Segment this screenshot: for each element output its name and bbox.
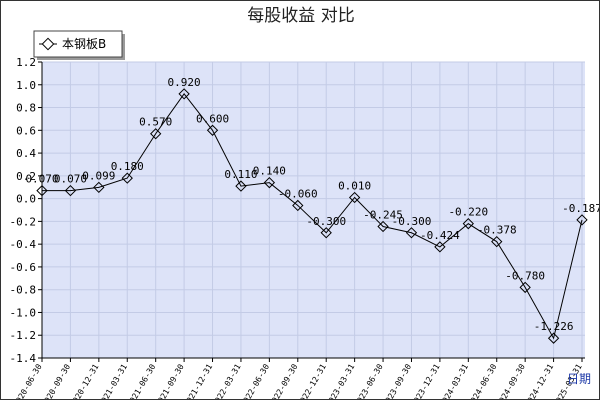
x-tick-label: 2020-09-30 (40, 362, 72, 399)
y-tick-label: -0.8 (10, 284, 37, 297)
x-tick-label: 2023-12-31 (410, 362, 442, 399)
series-line (42, 93, 583, 340)
y-tick-labels: 1.2 1.0 0.8 0.6 0.4 0.2 0.0 -0.2 -0.4 -0.6 -0.8 -1.… (10, 56, 42, 365)
y-tick-label: 0.0 (16, 193, 36, 206)
x-tick-label: 2022-09-30 (268, 362, 300, 399)
y-tick-label: -1.0 (10, 306, 37, 319)
data-label: 0.110 (224, 168, 257, 181)
data-point-marker (178, 88, 190, 100)
data-point-marker (93, 181, 105, 194)
x-axis-title: 日期 (567, 372, 591, 386)
data-label: -0.424 (420, 229, 460, 242)
y-tick-label: 1.0 (16, 79, 36, 92)
data-labels: 0.0700.0700.0990.1800.5700.9200.6000.110… (25, 76, 599, 333)
legend-series-label: 本钢板B (62, 37, 106, 51)
y-tick-label: -0.4 (10, 238, 37, 251)
data-point-marker (405, 227, 418, 239)
data-point-marker (235, 180, 247, 192)
y-tick-label: 0.2 (16, 170, 36, 183)
y-tick-label: -0.2 (10, 215, 37, 228)
x-tick-label: 2022-06-30 (239, 362, 271, 399)
data-point-marker (292, 199, 304, 212)
y-tick-label: 0.8 (16, 102, 36, 115)
data-point-marker (547, 332, 560, 344)
data-point-marker (576, 214, 588, 226)
chart-title: 每股收益 对比 (247, 6, 354, 26)
plot-area (42, 62, 585, 358)
data-point-marker (348, 191, 361, 204)
series-layer (36, 88, 588, 344)
data-label: 0.920 (168, 76, 201, 89)
y-tick-label: 1.2 (16, 56, 36, 69)
data-label: -0.780 (505, 269, 545, 282)
data-label: -0.300 (392, 215, 432, 228)
x-tick-label: 2024-06-30 (467, 362, 499, 399)
x-tick-label: 2021-12-31 (182, 362, 214, 399)
data-point-marker (206, 124, 219, 136)
legend-marker-icon (41, 37, 55, 51)
data-point-marker (462, 218, 474, 230)
data-point-marker (519, 281, 531, 294)
x-tick-label: 2024-03-31 (438, 362, 470, 399)
data-label: 0.099 (82, 169, 115, 182)
data-point-marker (36, 184, 48, 197)
data-label: -0.220 (448, 206, 488, 219)
x-tick-label: 2021-06-30 (126, 362, 158, 399)
x-tick-label: 2023-03-31 (324, 362, 356, 399)
data-label: -0.378 (477, 224, 517, 237)
data-point-marker (377, 220, 389, 233)
data-label: 0.570 (139, 116, 172, 129)
y-tick-label: 0.4 (16, 147, 36, 160)
x-tick-label: 2021-09-30 (154, 362, 186, 399)
x-tick-label: 2022-03-31 (211, 362, 243, 399)
y-tick-label: -1.4 (10, 352, 37, 365)
data-label: 0.070 (54, 173, 87, 186)
data-point-marker (320, 227, 332, 239)
x-tick-label: 2020-12-31 (69, 362, 101, 399)
x-tick-label: 2023-09-30 (381, 362, 413, 399)
x-tick-labels: 2020-06-302020-09-302020-12-312021-03-31… (12, 358, 584, 399)
data-label: -0.060 (278, 187, 318, 200)
y-tick-label: 0.6 (16, 124, 36, 137)
data-point-marker (121, 172, 133, 184)
data-point-marker (491, 235, 503, 248)
data-point-marker (434, 241, 446, 253)
x-tick-label: 2023-06-30 (353, 362, 385, 399)
data-point-marker (64, 184, 77, 197)
legend: 本钢板B (33, 30, 125, 60)
data-point-marker (263, 177, 276, 189)
y-tick-label: -0.6 (10, 261, 37, 274)
data-label: 0.140 (253, 165, 286, 178)
x-tick-label: 2021-03-31 (97, 362, 129, 399)
y-tick-label: -1.2 (10, 329, 37, 342)
data-label: 0.600 (196, 112, 229, 125)
data-label: 0.010 (338, 179, 371, 192)
x-tick-label: 2024-12-31 (523, 362, 555, 399)
data-label: -0.187 (562, 202, 599, 215)
data-point-marker (150, 128, 162, 140)
x-tick-label: 2020-06-30 (12, 362, 44, 399)
data-label: 0.070 (25, 173, 58, 186)
x-tick-label: 2024-09-30 (495, 362, 527, 399)
data-label: -0.245 (363, 209, 403, 222)
x-tick-label: 2022-12-31 (296, 362, 328, 399)
data-label: 0.180 (111, 160, 144, 173)
data-label: -1.226 (534, 320, 574, 333)
data-label: -0.300 (306, 215, 346, 228)
